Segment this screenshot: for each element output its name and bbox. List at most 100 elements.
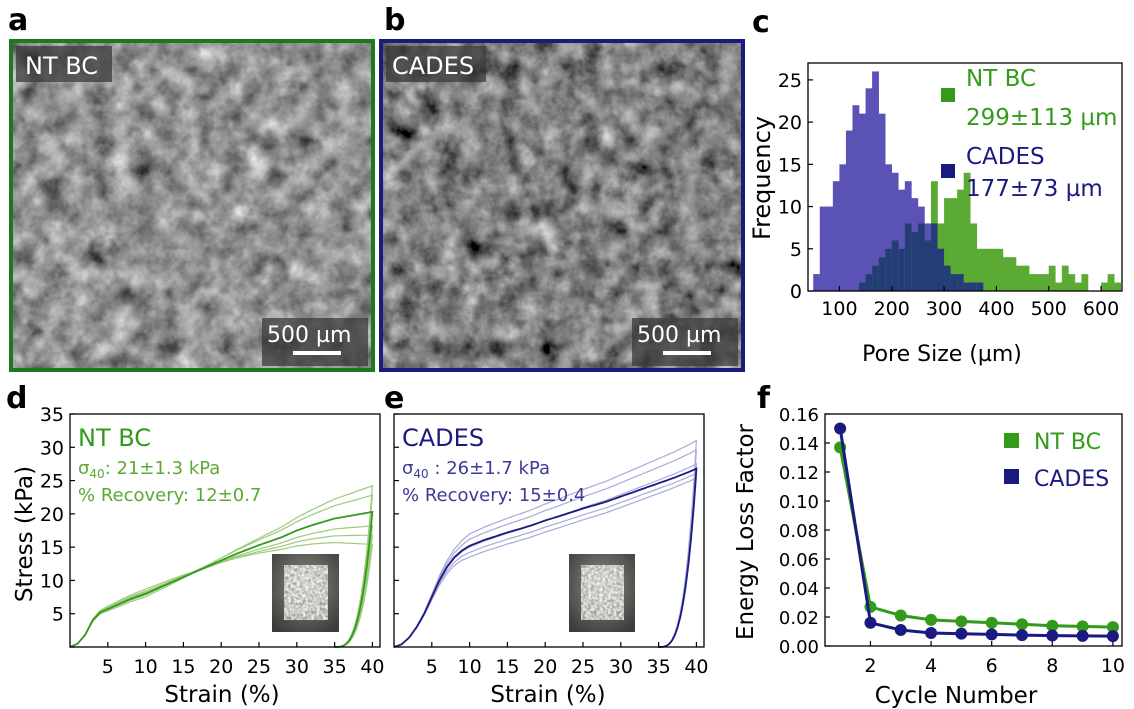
sample-foam-nt-bc xyxy=(284,565,328,620)
e-mean-curve xyxy=(393,467,698,648)
d-sample-name: NT BC xyxy=(78,424,151,452)
hist-bar-overlap xyxy=(859,282,866,291)
f-ytick-label: 0.10 xyxy=(779,492,819,513)
e-xtick-label: 15 xyxy=(495,656,519,678)
hist-xtick-label: 200 xyxy=(874,298,910,320)
hist-bar-nt-bc xyxy=(970,223,978,291)
f-line-nt-bc xyxy=(838,447,1113,629)
hist-bar-cades xyxy=(839,164,847,291)
d-ylabel: Stress (kPa) xyxy=(12,466,38,602)
d-xtick-label: 35 xyxy=(323,656,347,678)
f-point-nt-bc xyxy=(985,616,998,629)
scale-label-nt-bc: 500 µm xyxy=(267,323,351,348)
d-sigma-symbol: σ xyxy=(78,458,89,479)
hist-bar-overlap xyxy=(963,282,971,291)
e-sigma-sub: 40 xyxy=(413,467,428,481)
sample-foam-cades xyxy=(581,565,624,620)
e-xtick-label: 30 xyxy=(609,656,633,678)
panel-f: f 0.00 0.02 0.04 0.06 0.08 0.10 0.12 0.14 0.16 2 4… xyxy=(733,381,1125,709)
d-ytick-label: 25 xyxy=(40,471,64,493)
f-ytick-label: 0.00 xyxy=(779,637,819,658)
hist-bar-cades xyxy=(832,181,840,291)
scale-label-cades: 500 µm xyxy=(637,323,721,348)
hist-bar-nt-bc xyxy=(996,248,1004,291)
d-replicate-curve xyxy=(69,525,374,648)
d-replicate-curve xyxy=(69,541,374,648)
d-ytick-label: 20 xyxy=(40,504,64,526)
histogram-bars xyxy=(813,71,1121,292)
f-point-nt-bc xyxy=(1076,620,1089,633)
f-ytick-label: 0.06 xyxy=(779,550,819,571)
hist-ytick-label: 0 xyxy=(790,281,802,303)
panel-letter-e: e xyxy=(384,381,404,416)
scale-bar-nt-bc xyxy=(293,351,341,355)
hist-bar-overlap xyxy=(944,265,951,291)
histogram-axes: 0 5 10 15 20 25 100 200 300 400 500 600 xyxy=(778,62,1123,320)
hist-bar-nt-bc xyxy=(1074,282,1082,291)
e-frame xyxy=(393,413,705,648)
hist-bar-cades xyxy=(885,164,893,291)
hist-ytick-label: 15 xyxy=(778,154,802,176)
d-xtick-label: 5 xyxy=(102,656,114,678)
f-point-nt-bc xyxy=(1106,621,1119,634)
stress-strain-curves-cades xyxy=(393,439,698,648)
sem-label-bg-nt-bc xyxy=(16,46,112,82)
f-legend-label-cades: CADES xyxy=(1034,467,1109,492)
d-replicate-curve xyxy=(69,534,374,648)
hist-bar-nt-bc xyxy=(1016,265,1023,291)
f-ytick-label: 0.12 xyxy=(779,463,819,484)
hist-ytick-label: 20 xyxy=(778,112,802,134)
f-point-cades xyxy=(1015,629,1028,642)
f-point-cades xyxy=(955,627,968,640)
f-point-cades xyxy=(834,422,847,435)
hist-bar-nt-bc xyxy=(976,248,984,291)
hist-xtick-label: 500 xyxy=(1031,298,1067,320)
d-xlabel: Strain (%) xyxy=(164,682,279,708)
panel-letter-d: d xyxy=(6,381,27,416)
hist-bar-nt-bc xyxy=(1029,274,1036,291)
panel-letter-a: a xyxy=(8,3,28,38)
e-xtick-label: 10 xyxy=(458,656,482,678)
hist-bar-overlap xyxy=(957,274,964,291)
hist-bar-nt-bc xyxy=(1048,265,1056,291)
hist-bar-overlap xyxy=(970,282,978,291)
e-sample-name: CADES xyxy=(402,424,484,452)
legend-marker-nt-bc xyxy=(941,88,955,102)
d-sigma-value: : 21±1.3 kPa xyxy=(105,458,221,479)
f-xtick-label: 4 xyxy=(925,655,937,677)
hist-ytick-label: 10 xyxy=(778,197,802,219)
e-recovery: % Recovery: 15±0.4 xyxy=(402,485,585,506)
hist-bar-nt-bc xyxy=(983,248,991,291)
f-point-cades xyxy=(864,616,877,629)
hist-bar-overlap xyxy=(872,265,879,291)
f-point-cades xyxy=(985,628,998,641)
f-point-nt-bc xyxy=(925,613,938,626)
d-ytick-label: 30 xyxy=(40,437,64,459)
hist-bar-overlap xyxy=(911,231,919,291)
hist-bar-cades xyxy=(878,113,886,292)
hist-bar-nt-bc xyxy=(963,172,971,291)
f-point-nt-bc xyxy=(955,615,968,628)
legend-value-nt-bc: 299±113 µm xyxy=(966,105,1117,131)
e-sigma-line: σ40 : 26±1.7 kPa xyxy=(402,458,550,481)
d-xtick-label: 20 xyxy=(209,656,233,678)
legend-label-nt-bc: NT BC xyxy=(966,66,1036,92)
d-xtick-label: 25 xyxy=(247,656,271,678)
hist-bar-cades xyxy=(859,113,866,292)
sem-label-bg-cades xyxy=(386,46,486,82)
sem-frame-cades xyxy=(379,39,745,372)
d-recovery: % Recovery: 12±0.7 xyxy=(78,485,261,506)
sem-image-cades xyxy=(381,41,743,370)
hist-bar-overlap xyxy=(865,274,873,291)
panel-a: a NT BC 500 µm xyxy=(8,3,375,372)
stress-strain-axes-nt-bc: 5 10 15 20 25 30 35 40 5 10 15 20 25 30 35 xyxy=(40,404,385,678)
hist-bar-overlap xyxy=(891,240,899,291)
e-replicate-curve xyxy=(393,448,698,648)
e-xtick-label: 35 xyxy=(647,656,671,678)
hist-bar-cades xyxy=(845,130,853,291)
hist-bar-nt-bc xyxy=(1107,274,1115,291)
d-frame xyxy=(69,413,381,648)
hist-bar-cades xyxy=(865,88,873,291)
d-sigma-sub: 40 xyxy=(89,467,104,481)
